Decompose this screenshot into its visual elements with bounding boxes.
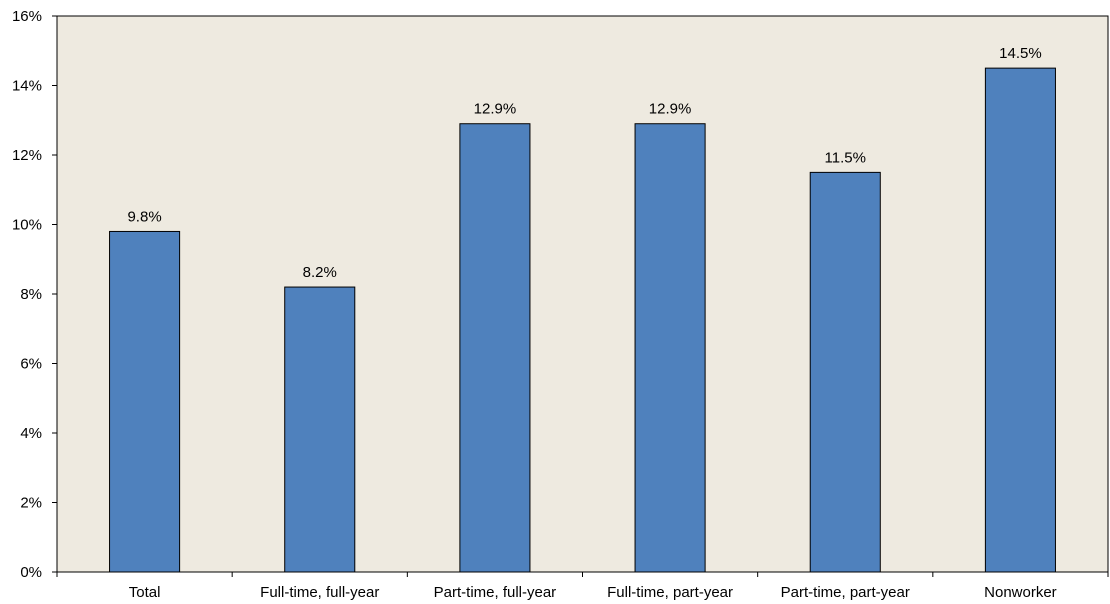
data-label: 8.2% xyxy=(303,264,337,281)
data-label: 11.5% xyxy=(825,149,866,166)
plot-area xyxy=(56,15,1109,573)
y-axis: 0% 2% 4% 6% 8% 10% 12% 14% 16% xyxy=(12,8,58,581)
y-tick-label: 10% xyxy=(12,217,42,234)
x-tick-label: Full-time, part-year xyxy=(607,584,733,601)
bar xyxy=(459,123,531,573)
data-label: 14.5% xyxy=(999,45,1042,62)
bar xyxy=(109,230,181,573)
x-tick-label: Part-time, part-year xyxy=(781,584,910,601)
x-axis: Total Full-time, full-year Part-time, full… xyxy=(56,571,1109,601)
bar xyxy=(809,171,881,573)
data-labels: 9.8% 8.2% 12.9% 12.9% 11.5% 14.5% xyxy=(127,45,1041,281)
x-tick-label: Total xyxy=(129,584,161,601)
y-tick-label: 14% xyxy=(12,78,42,95)
y-tick-label: 8% xyxy=(20,286,42,303)
bar xyxy=(984,67,1056,573)
bar xyxy=(284,286,356,573)
x-tick-label: Nonworker xyxy=(984,584,1057,601)
x-tick-label: Part-time, full-year xyxy=(434,584,557,601)
data-label: 12.9% xyxy=(474,101,517,118)
y-tick-label: 0% xyxy=(20,564,42,581)
bars xyxy=(109,67,1056,573)
bar xyxy=(634,123,706,573)
data-label: 12.9% xyxy=(649,101,692,118)
y-tick-label: 6% xyxy=(20,356,42,373)
y-tick-label: 4% xyxy=(20,425,42,442)
data-label: 9.8% xyxy=(127,208,161,225)
x-tick-label: Full-time, full-year xyxy=(260,584,379,601)
y-tick-label: 12% xyxy=(12,147,42,164)
y-tick-label: 16% xyxy=(12,8,42,25)
y-tick-label: 2% xyxy=(20,495,42,512)
